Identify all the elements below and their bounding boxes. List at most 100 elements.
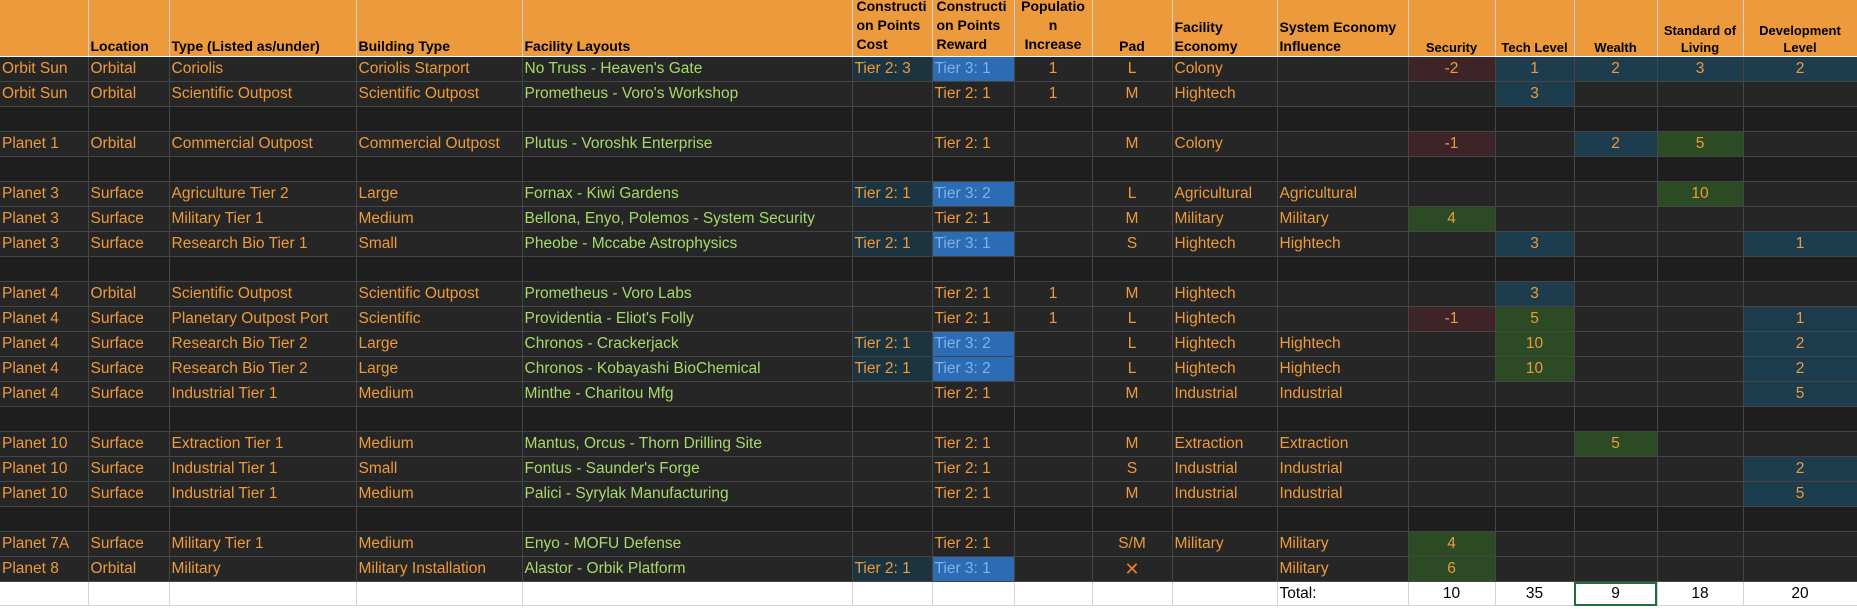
cell-pop[interactable]: 1 <box>1014 306 1093 332</box>
cell-building[interactable]: Small <box>356 456 523 482</box>
cell-tech[interactable] <box>1495 406 1575 432</box>
cell-type[interactable]: Scientific Outpost <box>169 81 357 107</box>
cell-influence[interactable]: Industrial <box>1277 381 1409 407</box>
header-body[interactable] <box>0 0 89 57</box>
cell-pad[interactable] <box>1092 106 1173 132</box>
cell-economy[interactable]: Colony <box>1172 56 1278 82</box>
cell-pop[interactable] <box>1014 231 1093 257</box>
header-influence[interactable]: System Economy Influence <box>1277 0 1409 57</box>
cell-body[interactable] <box>0 406 89 432</box>
cell-layout[interactable]: Alastor - Orbik Platform <box>522 556 853 582</box>
cell-location[interactable]: Surface <box>88 206 170 232</box>
cell-building[interactable]: Scientific <box>356 306 523 332</box>
cell-dev[interactable] <box>1743 406 1857 432</box>
cell-body[interactable]: Planet 4 <box>0 381 89 407</box>
cell-layout[interactable] <box>522 406 853 432</box>
header-security[interactable]: Security <box>1408 0 1496 57</box>
cell-influence[interactable]: Extraction <box>1277 431 1409 457</box>
cell-wealth[interactable] <box>1574 381 1658 407</box>
cell-wealth[interactable] <box>1574 106 1658 132</box>
header-cp-reward[interactable]: Constructi on Points Reward <box>932 0 1015 57</box>
total-security[interactable]: 10 <box>1408 581 1496 606</box>
cell-type[interactable] <box>169 256 357 282</box>
cell-pop[interactable] <box>1014 356 1093 382</box>
cell-security[interactable] <box>1408 406 1496 432</box>
cell-sol[interactable] <box>1657 306 1744 332</box>
cell-layout[interactable]: Chronos - Crackerjack <box>522 331 853 357</box>
cell-layout[interactable]: Minthe - Charitou Mfg <box>522 381 853 407</box>
cell-dev[interactable] <box>1743 256 1857 282</box>
cell-type[interactable]: Agriculture Tier 2 <box>169 181 357 207</box>
cell-layout[interactable]: Enyo - MOFU Defense <box>522 531 853 557</box>
cell-type[interactable]: Industrial Tier 1 <box>169 456 357 482</box>
cell-pad[interactable]: S/M <box>1092 531 1173 557</box>
cell-cp-cost[interactable]: Tier 2: 1 <box>852 231 933 257</box>
cell-cp-reward[interactable]: Tier 2: 1 <box>932 306 1015 332</box>
cell-sol[interactable] <box>1657 506 1744 532</box>
cell-wealth[interactable] <box>1574 331 1658 357</box>
cell-layout[interactable]: Fornax - Kiwi Gardens <box>522 181 853 207</box>
cell-influence[interactable]: Industrial <box>1277 456 1409 482</box>
cell-security[interactable] <box>1408 81 1496 107</box>
cell-sol[interactable] <box>1657 556 1744 582</box>
cell-location[interactable]: Surface <box>88 181 170 207</box>
cell-security[interactable]: 4 <box>1408 206 1496 232</box>
cell-pop[interactable] <box>1014 456 1093 482</box>
cell-location[interactable]: Surface <box>88 456 170 482</box>
header-economy[interactable]: Facility Economy <box>1172 0 1278 57</box>
cell-pop[interactable] <box>1014 556 1093 582</box>
cell-wealth[interactable] <box>1574 231 1658 257</box>
cell-body[interactable]: Planet 4 <box>0 356 89 382</box>
totals-empty-cell[interactable] <box>1014 581 1093 606</box>
totals-empty-cell[interactable] <box>88 581 170 606</box>
cell-economy[interactable]: Military <box>1172 206 1278 232</box>
cell-dev[interactable] <box>1743 106 1857 132</box>
cell-wealth[interactable] <box>1574 281 1658 307</box>
cell-influence[interactable] <box>1277 106 1409 132</box>
cell-body[interactable]: Planet 4 <box>0 331 89 357</box>
cell-tech[interactable]: 3 <box>1495 81 1575 107</box>
cell-pop[interactable] <box>1014 106 1093 132</box>
cell-tech[interactable] <box>1495 506 1575 532</box>
cell-cp-reward[interactable]: Tier 3: 1 <box>932 56 1015 82</box>
cell-security[interactable] <box>1408 506 1496 532</box>
cell-location[interactable]: Surface <box>88 331 170 357</box>
cell-cp-cost[interactable] <box>852 106 933 132</box>
cell-economy[interactable]: Colony <box>1172 131 1278 157</box>
cell-wealth[interactable]: 2 <box>1574 56 1658 82</box>
totals-empty-cell[interactable] <box>0 581 89 606</box>
cell-tech[interactable] <box>1495 556 1575 582</box>
cell-cp-cost[interactable] <box>852 431 933 457</box>
cell-body[interactable]: Planet 4 <box>0 281 89 307</box>
cell-cp-cost[interactable] <box>852 156 933 182</box>
cell-location[interactable]: Orbital <box>88 556 170 582</box>
cell-pop[interactable] <box>1014 406 1093 432</box>
cell-tech[interactable] <box>1495 531 1575 557</box>
cell-pad[interactable]: M <box>1092 481 1173 507</box>
cell-pop[interactable]: 1 <box>1014 56 1093 82</box>
cell-location[interactable]: Orbital <box>88 281 170 307</box>
cell-cp-reward[interactable]: Tier 3: 2 <box>932 181 1015 207</box>
cell-pop[interactable] <box>1014 206 1093 232</box>
cell-sol[interactable] <box>1657 406 1744 432</box>
cell-influence[interactable]: Agricultural <box>1277 181 1409 207</box>
cell-influence[interactable] <box>1277 131 1409 157</box>
cell-cp-cost[interactable] <box>852 456 933 482</box>
cell-type[interactable] <box>169 106 357 132</box>
cell-type[interactable]: Research Bio Tier 2 <box>169 331 357 357</box>
cell-dev[interactable]: 1 <box>1743 231 1857 257</box>
cell-cp-reward[interactable]: Tier 2: 1 <box>932 131 1015 157</box>
totals-label[interactable]: Total: <box>1277 581 1409 606</box>
cell-economy[interactable] <box>1172 256 1278 282</box>
cell-layout[interactable] <box>522 506 853 532</box>
cell-pop[interactable]: 1 <box>1014 81 1093 107</box>
cell-dev[interactable] <box>1743 531 1857 557</box>
cell-pop[interactable] <box>1014 481 1093 507</box>
cell-sol[interactable]: 3 <box>1657 56 1744 82</box>
cell-dev[interactable] <box>1743 181 1857 207</box>
cell-dev[interactable] <box>1743 81 1857 107</box>
cell-tech[interactable] <box>1495 206 1575 232</box>
cell-cp-reward[interactable] <box>932 406 1015 432</box>
cell-wealth[interactable]: 2 <box>1574 131 1658 157</box>
cell-influence[interactable]: Industrial <box>1277 481 1409 507</box>
